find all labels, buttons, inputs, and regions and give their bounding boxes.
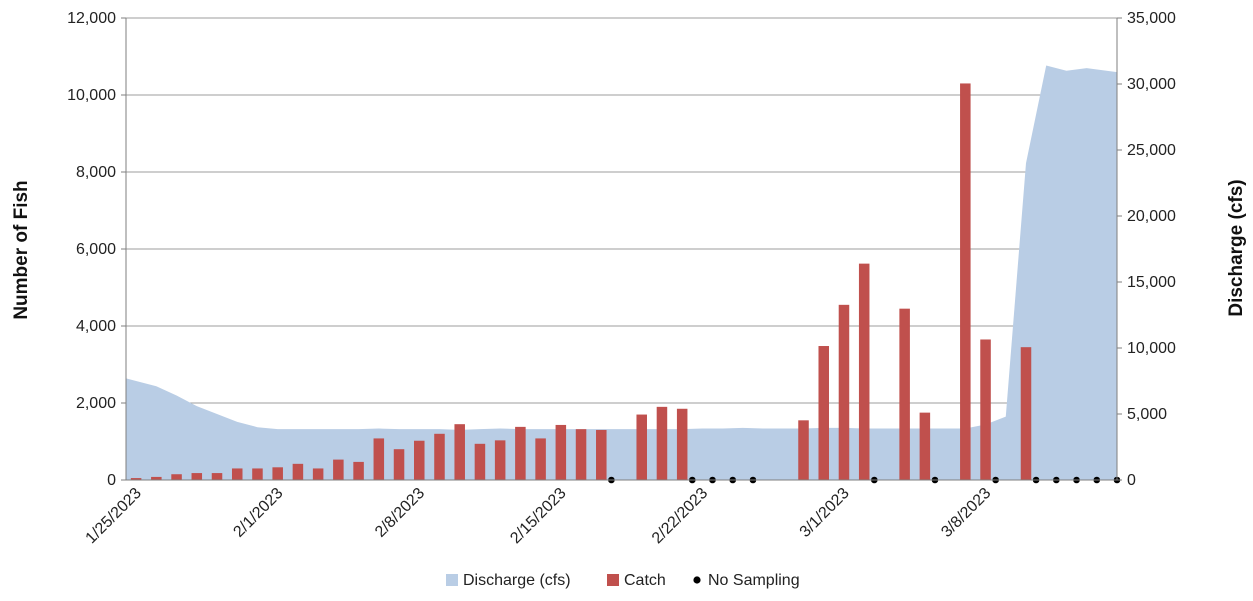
- catch-bar: [231, 468, 243, 480]
- y-tick-label-left: 8,000: [76, 164, 116, 181]
- y-tick-label-right: 20,000: [1127, 208, 1176, 225]
- x-tick-label: 2/1/2023: [230, 485, 286, 541]
- catch-bar: [535, 438, 546, 480]
- catch-bar: [980, 339, 991, 480]
- x-tick-label: 1/25/2023: [83, 485, 145, 547]
- catch-bar: [858, 263, 870, 480]
- gridlines: [126, 17, 1117, 404]
- catch-bar: [211, 473, 223, 480]
- legend-swatch-catch: [607, 574, 619, 586]
- catch-bar: [899, 308, 910, 480]
- catch-bar: [596, 429, 607, 480]
- discharge-area: [126, 65, 1117, 481]
- y-tick-label-left: 4,000: [76, 318, 116, 335]
- catch-bar: [676, 408, 688, 480]
- catch-bar: [838, 304, 850, 480]
- y-tick-label-left: 12,000: [67, 10, 116, 27]
- catch-bars-layer: [130, 83, 1032, 481]
- y-tick-label-right: 10,000: [1127, 340, 1176, 357]
- y-tick-label-right: 5,000: [1127, 406, 1167, 423]
- x-tick-label: 2/8/2023: [372, 485, 428, 541]
- catch-bar: [393, 449, 405, 480]
- x-tick-label: 2/22/2023: [649, 485, 711, 547]
- y-tick-label-left: 6,000: [76, 241, 116, 258]
- y-tick-label-right: 0: [1127, 472, 1136, 489]
- catch-bar: [434, 433, 445, 480]
- catch-bar: [454, 424, 465, 480]
- legend-label-discharge: Discharge (cfs): [463, 572, 571, 589]
- discharge-area-layer: [126, 65, 1117, 481]
- catch-bar: [333, 459, 344, 480]
- catch-bar: [353, 461, 364, 480]
- legend: Discharge (cfs) Catch No Sampling: [446, 572, 800, 589]
- x-tick-label: 3/8/2023: [938, 485, 994, 541]
- catch-bar: [414, 440, 425, 480]
- legend-swatch-discharge: [446, 574, 458, 586]
- catch-bar: [1020, 347, 1032, 480]
- y-axis-title-right: Discharge (cfs): [1226, 179, 1247, 316]
- catch-bar: [515, 426, 526, 480]
- catch-bar: [960, 83, 971, 480]
- x-tick-label: 2/15/2023: [507, 485, 569, 547]
- catch-bar: [292, 463, 304, 480]
- catch-bar: [656, 406, 668, 480]
- y-tick-label-left: 2,000: [76, 395, 116, 412]
- y-tick-label-left: 10,000: [67, 87, 116, 104]
- legend-marker-no-sampling: [693, 576, 701, 584]
- catch-bar: [818, 346, 830, 480]
- x-tick-label: 3/1/2023: [797, 485, 853, 541]
- catch-bar: [151, 476, 162, 480]
- y-tick-label-right: 25,000: [1127, 142, 1176, 159]
- catch-bar: [555, 424, 567, 480]
- catch-bar: [474, 443, 486, 480]
- legend-label-no-sampling: No Sampling: [708, 572, 800, 589]
- catch-bar: [252, 468, 263, 480]
- catch-bar: [494, 440, 506, 480]
- catch-bar: [171, 474, 182, 480]
- catch-bar: [191, 473, 203, 480]
- catch-bar: [312, 468, 324, 480]
- y-tick-label-right: 35,000: [1127, 10, 1176, 27]
- y-axis-title-left: Number of Fish: [11, 180, 32, 319]
- catch-bar: [373, 438, 385, 480]
- catch-bar: [636, 414, 647, 480]
- y-tick-label-right: 30,000: [1127, 76, 1176, 93]
- axes: [121, 17, 1122, 481]
- legend-label-catch: Catch: [624, 572, 666, 589]
- catch-bar: [798, 420, 809, 480]
- y-tick-label-right: 15,000: [1127, 274, 1176, 291]
- catch-bar: [272, 467, 283, 480]
- catch-bar: [130, 478, 142, 480]
- catch-bar: [919, 412, 931, 481]
- catch-bar: [575, 429, 587, 480]
- y-tick-label-left: 0: [107, 472, 116, 489]
